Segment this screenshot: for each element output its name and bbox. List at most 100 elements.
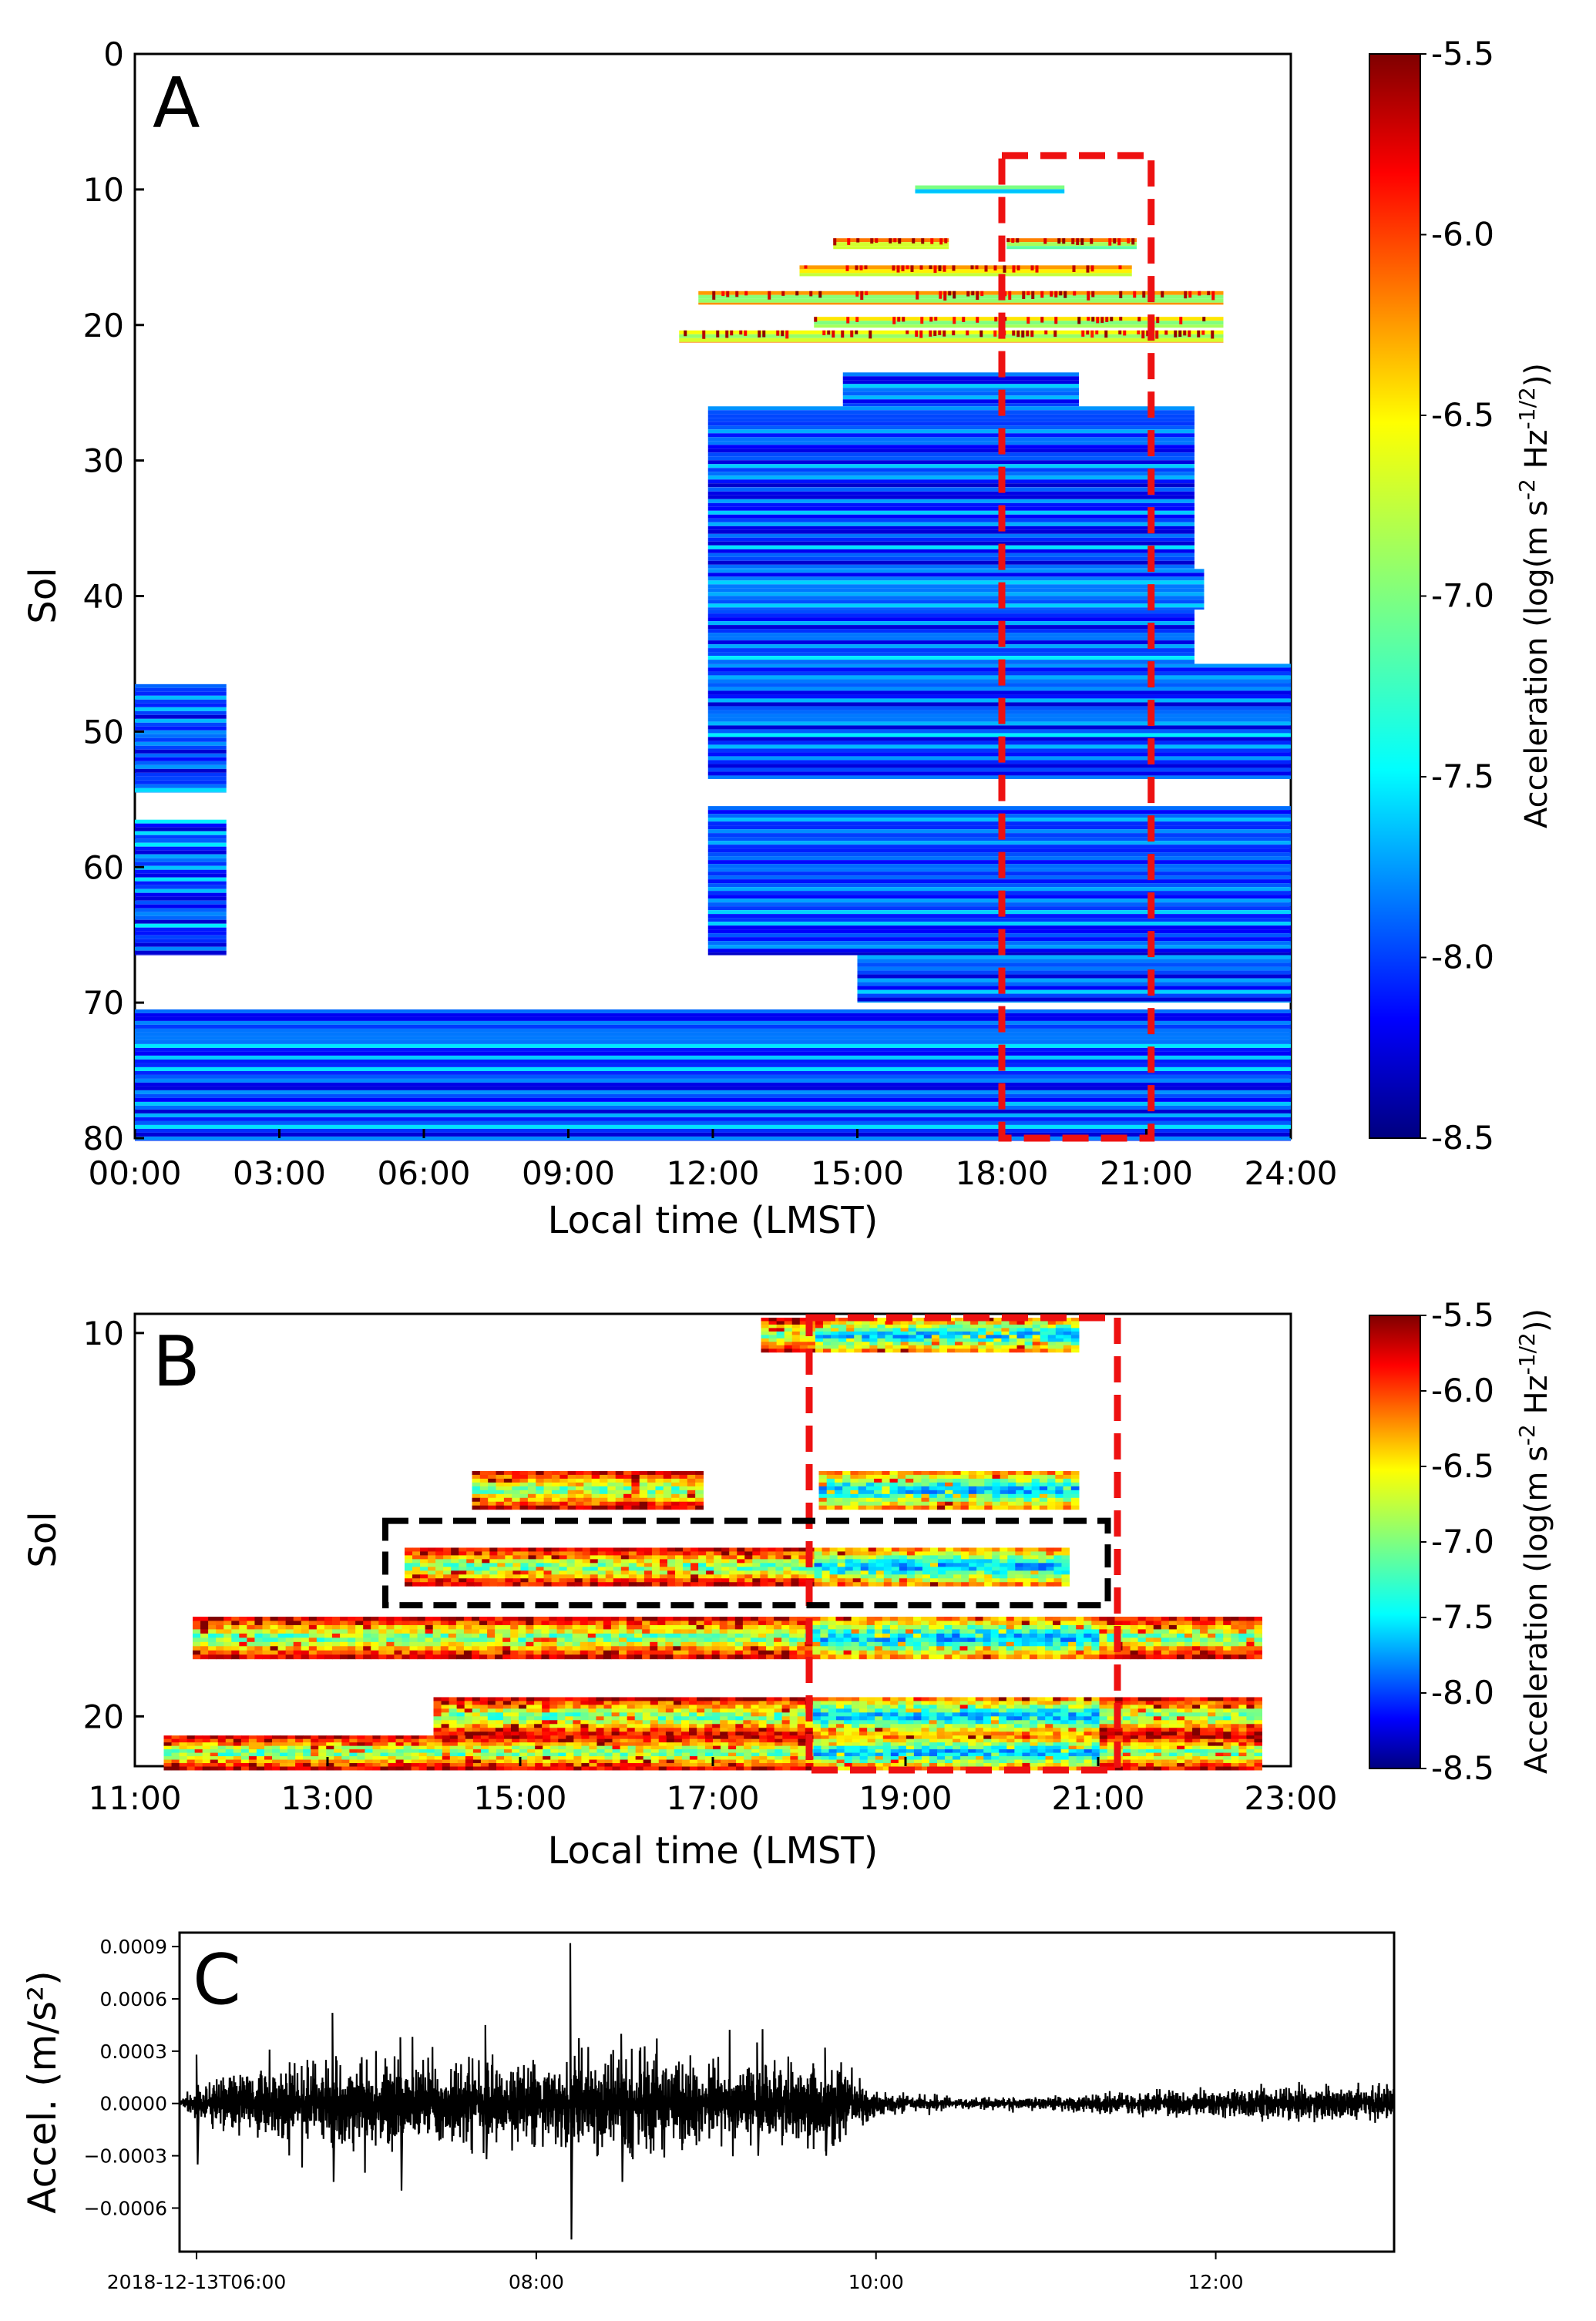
panel-b-band-cell bbox=[647, 1501, 656, 1506]
panel-b-band-cell bbox=[1038, 1563, 1047, 1567]
panel-b-band-cell bbox=[704, 1633, 713, 1638]
panel-b-band-cell bbox=[472, 1720, 481, 1725]
panel-b-band-cell bbox=[615, 1478, 624, 1483]
panel-a-band-stripe bbox=[707, 584, 1205, 589]
panel-b-band-cell bbox=[967, 1616, 976, 1621]
panel-b-band-cell bbox=[720, 1732, 728, 1736]
panel-b-band-cell bbox=[559, 1563, 568, 1567]
panel-b-band-cell bbox=[1001, 1338, 1010, 1342]
panel-b-band-cell bbox=[432, 1621, 442, 1626]
panel-b-band-cell bbox=[1038, 1551, 1047, 1556]
panel-b-band-cell bbox=[970, 1349, 979, 1353]
panel-a-band-stripe bbox=[842, 395, 1079, 400]
panel-b-band-cell bbox=[1015, 1582, 1023, 1587]
panel-a-band-stripe bbox=[915, 189, 1065, 193]
panel-b-band-cell bbox=[852, 1551, 862, 1556]
panel-b-band-cell bbox=[829, 1567, 838, 1571]
panel-b-band-cell bbox=[727, 1624, 736, 1630]
panel-b-band-cell bbox=[603, 1701, 613, 1705]
panel-b-band-cell bbox=[721, 1574, 730, 1579]
panel-b-band-cell bbox=[409, 1650, 418, 1655]
panel-a-band-stripe bbox=[135, 885, 227, 889]
panel-b-band-cell bbox=[789, 1629, 798, 1634]
panel-a-band bbox=[135, 684, 227, 793]
panel-b-band-cell bbox=[735, 1705, 744, 1709]
panel-b-band-cell bbox=[882, 1697, 891, 1701]
panel-b-band-cell bbox=[1016, 1478, 1024, 1483]
panel-b-band-cell bbox=[959, 1633, 968, 1638]
panel-a-band-stripe bbox=[842, 391, 1079, 396]
panel-b-band-cell bbox=[420, 1570, 428, 1575]
panel-b-band-cell bbox=[944, 1732, 953, 1736]
panel-b-band-cell bbox=[528, 1555, 536, 1560]
panel-b-band-cell bbox=[921, 1637, 929, 1643]
panel-b-band-cell bbox=[687, 1478, 696, 1483]
panel-b-band-cell bbox=[277, 1624, 287, 1630]
panel-b-band-cell bbox=[435, 1559, 444, 1564]
panel-b-band-cell bbox=[890, 1716, 899, 1721]
panel-b-band-cell bbox=[1053, 1633, 1061, 1638]
panel-b-band-cell bbox=[812, 1646, 821, 1651]
panel-a-band-stripe bbox=[135, 707, 227, 711]
panel-b-band-cell bbox=[953, 1563, 962, 1567]
panel-b-band-cell bbox=[984, 1551, 993, 1556]
panel-b-band-cell bbox=[1063, 1349, 1072, 1353]
panel-b-band-cell bbox=[1168, 1633, 1178, 1638]
panel-b-band-cell bbox=[983, 1712, 992, 1717]
panel-b-band-cell bbox=[1184, 1629, 1193, 1634]
panel-b-band-cell bbox=[783, 1574, 791, 1579]
panel-b-band-cell bbox=[711, 1654, 721, 1660]
panel-b-band-cell bbox=[409, 1637, 418, 1643]
panel-b-band-cell bbox=[789, 1724, 798, 1728]
panel-b-band-cell bbox=[967, 1728, 976, 1732]
panel-b-band-cell bbox=[627, 1616, 635, 1621]
panel-b-band-cell bbox=[270, 1624, 279, 1630]
panel-b-band-cell bbox=[906, 1505, 914, 1510]
panel-b-band-cell bbox=[1215, 1716, 1224, 1721]
panel-b-band-cell bbox=[750, 1650, 759, 1655]
panel-b-band-cell bbox=[651, 1551, 660, 1556]
panel-b-band-cell bbox=[673, 1732, 682, 1736]
panel-b-band-cell bbox=[262, 1637, 271, 1643]
panel-b-band-cell bbox=[952, 1654, 960, 1660]
panel-b-band-cell bbox=[939, 1345, 948, 1349]
panel-b-band-cell bbox=[822, 1324, 832, 1328]
panel-b-band-cell bbox=[695, 1486, 704, 1491]
panel-b-band-cell bbox=[812, 1641, 821, 1647]
panel-b-band-cell bbox=[990, 1712, 1000, 1717]
panel-b-band-cell bbox=[783, 1551, 791, 1556]
panel-b-band-cell bbox=[588, 1720, 596, 1725]
panel-b-band-cell bbox=[420, 1567, 428, 1571]
panel-b-band-cell bbox=[1006, 1701, 1015, 1705]
panel-b-band-cell bbox=[316, 1637, 325, 1643]
panel-b-band-cell bbox=[1046, 1563, 1054, 1567]
panel-b-band-cell bbox=[519, 1501, 529, 1506]
panel-b-band-cell bbox=[1130, 1705, 1139, 1709]
panel-b-band-cell bbox=[820, 1701, 829, 1705]
panel-b-band-cell bbox=[877, 1345, 885, 1349]
panel-b-band-cell bbox=[1016, 1505, 1024, 1510]
panel-b-band-cell bbox=[1215, 1633, 1224, 1638]
panel-b-band-cell bbox=[496, 1474, 505, 1480]
panel-b-band-cell bbox=[409, 1616, 418, 1621]
panel-b-band-cell bbox=[587, 1624, 596, 1630]
panel-b-band-cell bbox=[378, 1621, 387, 1626]
panel-b-band-cell bbox=[850, 1505, 859, 1510]
panel-b-band-cell bbox=[914, 1551, 923, 1556]
panel-b-band-cell bbox=[559, 1582, 568, 1587]
panel-b-band-cell bbox=[865, 1493, 875, 1499]
panel-b-band-cell bbox=[1031, 1486, 1040, 1491]
panel-b-band-cell bbox=[435, 1574, 444, 1579]
panel-a-band-stripe bbox=[135, 1032, 1291, 1036]
panel-b-band-cell bbox=[432, 1641, 442, 1647]
panel-b-band-cell bbox=[766, 1728, 775, 1732]
panel-b-band-cell bbox=[1040, 1321, 1049, 1325]
panel-b-band-cell bbox=[588, 1724, 596, 1728]
panel-b-band-cell bbox=[590, 1578, 599, 1583]
panel-a-band-stripe bbox=[842, 388, 1079, 392]
panel-b-band-cell bbox=[952, 1724, 961, 1728]
panel-b-band-cell bbox=[913, 1637, 922, 1643]
panel-b-band-cell bbox=[774, 1720, 783, 1725]
panel-a-band-burst bbox=[1008, 291, 1012, 300]
panel-b-band-cell bbox=[650, 1633, 658, 1638]
